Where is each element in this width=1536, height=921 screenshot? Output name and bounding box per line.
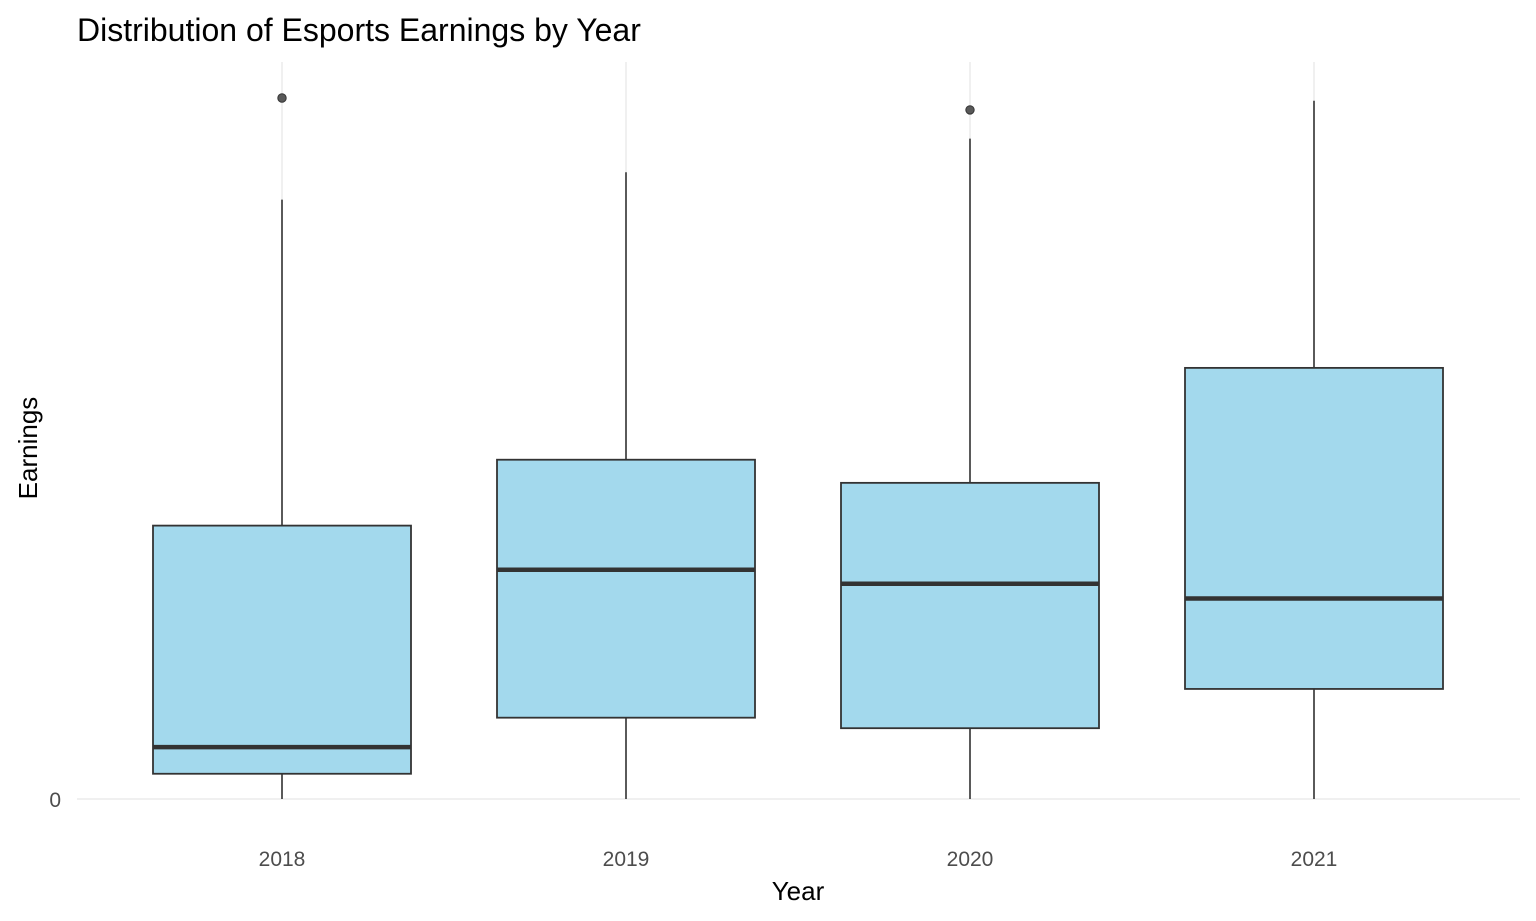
iqr-box-2019	[496, 458, 756, 719]
outlier-point-2018-0	[277, 93, 287, 103]
outlier-point-2020-0	[965, 105, 975, 115]
iqr-box-2021	[1184, 366, 1444, 690]
iqr-box-2020	[840, 481, 1100, 730]
box-2019	[496, 172, 756, 799]
tick-labels: 2018 2019 2020 2021 0	[49, 789, 1337, 871]
box-2018	[152, 93, 412, 799]
iqr-box-2018	[152, 524, 412, 775]
chart-title: Distribution of Esports Earnings by Year	[77, 12, 641, 48]
y-tick-label-0: 0	[49, 789, 61, 812]
x-tick-label-2021: 2021	[1291, 848, 1338, 871]
x-tick-label-2020: 2020	[947, 848, 994, 871]
box-2021	[1184, 100, 1444, 799]
box-2020	[840, 105, 1100, 799]
y-axis-title: Earnings	[13, 397, 43, 500]
x-tick-label-2019: 2019	[603, 848, 650, 871]
box-plots	[152, 93, 1444, 799]
x-tick-label-2018: 2018	[259, 848, 306, 871]
x-axis-title: Year	[772, 876, 825, 906]
